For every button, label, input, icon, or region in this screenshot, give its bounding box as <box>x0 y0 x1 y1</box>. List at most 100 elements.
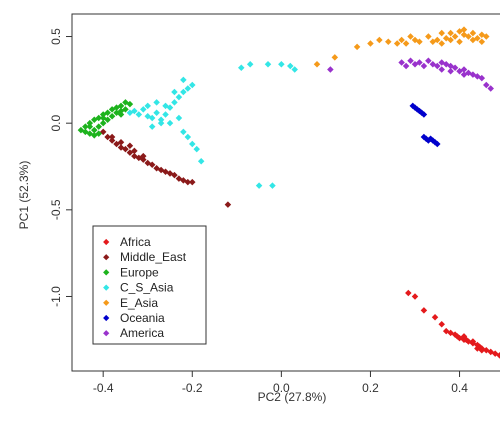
point-c-s-asia <box>153 109 160 117</box>
point-c-s-asia <box>193 145 200 153</box>
point-e-asia <box>393 40 401 47</box>
point-europe <box>82 123 89 130</box>
point-europe <box>122 106 129 113</box>
x-tick-label: -0.2 <box>182 381 203 395</box>
point-america <box>402 62 410 70</box>
point-middle-east <box>108 137 116 144</box>
legend-label-africa: Africa <box>120 235 151 249</box>
legend-label-america: America <box>120 326 164 340</box>
point-america <box>420 62 428 70</box>
point-africa <box>460 333 468 340</box>
point-c-s-asia <box>180 128 187 136</box>
point-e-asia <box>402 40 410 47</box>
point-america <box>438 66 445 73</box>
point-e-asia <box>425 33 432 40</box>
point-c-s-asia <box>189 140 196 148</box>
point-c-s-asia <box>175 114 183 122</box>
point-africa <box>431 314 439 321</box>
point-africa <box>469 338 477 345</box>
point-c-s-asia <box>287 62 294 70</box>
point-middle-east <box>189 178 196 186</box>
point-c-s-asia <box>269 182 276 189</box>
point-c-s-asia <box>166 119 174 127</box>
point-europe <box>95 130 102 137</box>
point-c-s-asia <box>238 64 245 71</box>
point-europe <box>86 123 94 130</box>
point-america <box>451 64 459 71</box>
point-c-s-asia <box>291 66 298 73</box>
point-e-asia <box>331 54 339 61</box>
x-tick-label: 0.4 <box>451 381 468 395</box>
point-c-s-asia <box>153 99 160 106</box>
point-europe <box>104 109 111 117</box>
point-africa <box>411 293 419 300</box>
legend-marker-africa <box>103 238 110 246</box>
point-c-s-asia <box>264 61 272 68</box>
point-middle-east <box>171 171 178 179</box>
point-oceania <box>434 140 441 148</box>
legend-label-europe: Europe <box>120 265 159 279</box>
point-middle-east <box>224 201 232 208</box>
legend-label-c-s-asia: C_S_Asia <box>120 281 174 295</box>
point-africa <box>474 345 481 352</box>
y-axis-title: PC1 (52.3%) <box>17 161 31 230</box>
point-c-s-asia <box>184 85 192 92</box>
point-middle-east <box>104 133 111 141</box>
point-c-s-asia <box>171 88 178 96</box>
y-tick-label: 0.0 <box>49 115 63 132</box>
point-c-s-asia <box>197 158 205 165</box>
point-c-s-asia <box>148 114 156 122</box>
x-tick-label: 0.2 <box>362 381 379 395</box>
point-europe <box>126 100 134 108</box>
point-c-s-asia <box>148 123 156 130</box>
legend-label-e-asia: E_Asia <box>120 296 158 310</box>
point-middle-east <box>140 152 147 160</box>
y-tick-label: -1.0 <box>49 286 63 307</box>
point-c-s-asia <box>184 133 192 141</box>
point-c-s-asia <box>246 61 254 68</box>
point-c-s-asia <box>144 102 151 110</box>
point-e-asia <box>313 61 321 68</box>
y-tick-label: 0.5 <box>49 28 63 45</box>
point-middle-east <box>131 147 138 155</box>
point-e-asia <box>407 33 414 40</box>
point-c-s-asia <box>157 119 165 127</box>
point-c-s-asia <box>157 116 165 123</box>
point-middle-east <box>108 133 116 141</box>
point-america <box>407 57 414 65</box>
plot-frame <box>71 13 500 372</box>
point-america <box>483 81 490 89</box>
point-europe <box>86 119 94 127</box>
point-europe <box>91 126 98 134</box>
x-tick-label: -0.4 <box>93 381 114 395</box>
point-c-s-asia <box>175 93 183 101</box>
point-america <box>447 67 454 75</box>
point-e-asia <box>438 40 445 47</box>
point-c-s-asia <box>255 182 263 189</box>
point-c-s-asia <box>189 81 196 89</box>
point-e-asia <box>353 43 361 51</box>
point-c-s-asia <box>162 102 169 110</box>
y-tick-label: -0.5 <box>49 199 63 220</box>
point-africa <box>420 307 428 314</box>
point-europe <box>99 114 107 122</box>
point-e-asia <box>469 29 477 37</box>
point-e-asia <box>367 40 374 47</box>
point-c-s-asia <box>180 88 187 96</box>
point-e-asia <box>451 33 459 40</box>
point-america <box>487 85 494 92</box>
point-europe <box>108 112 116 120</box>
legend-label-middle-east: Middle_East <box>120 250 187 264</box>
x-axis-title: PC2 (27.8%) <box>258 390 327 404</box>
point-e-asia <box>478 38 486 45</box>
point-c-s-asia <box>140 106 147 113</box>
point-africa <box>438 320 445 328</box>
point-e-asia <box>385 38 392 45</box>
point-middle-east <box>140 156 147 163</box>
point-c-s-asia <box>162 111 169 118</box>
point-e-asia <box>456 38 463 45</box>
point-africa <box>405 289 412 297</box>
point-middle-east <box>122 145 129 153</box>
